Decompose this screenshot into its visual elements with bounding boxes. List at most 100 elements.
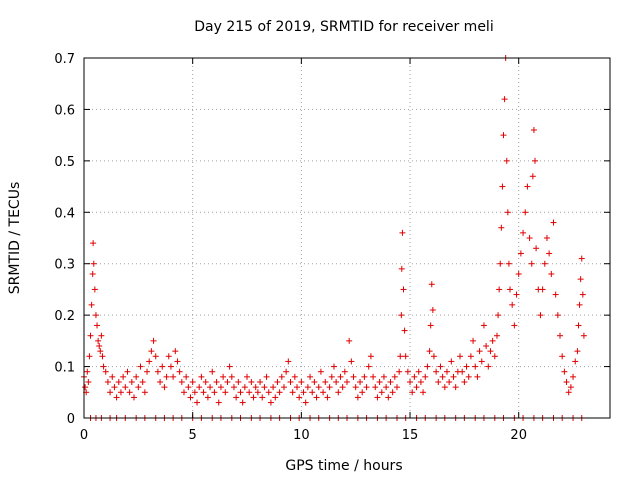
- data-point: [385, 394, 392, 401]
- data-point: [450, 373, 457, 380]
- data-point: [513, 291, 520, 298]
- x-axis-title: GPS time / hours: [285, 458, 402, 474]
- y-tick-label: 0.3: [54, 258, 75, 273]
- data-point: [88, 301, 95, 308]
- data-point: [361, 373, 368, 380]
- data-point: [133, 373, 140, 380]
- data-point: [89, 271, 96, 277]
- data-point: [287, 379, 294, 385]
- data-point: [372, 384, 379, 391]
- data-point: [578, 255, 585, 262]
- data-point: [252, 384, 259, 391]
- plot-frame: [83, 57, 611, 419]
- data-point: [559, 353, 566, 360]
- data-point: [194, 399, 201, 406]
- data-point: [467, 353, 474, 360]
- data-point: [261, 384, 268, 391]
- data-point: [463, 363, 470, 370]
- data-point: [522, 209, 529, 216]
- data-point: [441, 384, 448, 391]
- data-point: [504, 209, 511, 216]
- data-point: [443, 368, 450, 375]
- data-point: [497, 260, 504, 267]
- data-point: [399, 229, 406, 236]
- data-point: [120, 373, 127, 380]
- data-point: [491, 353, 498, 360]
- data-point: [411, 373, 418, 380]
- data-point: [280, 384, 287, 391]
- data-point: [144, 368, 151, 375]
- data-point: [391, 373, 398, 380]
- data-point: [250, 394, 257, 401]
- data-point: [579, 291, 586, 298]
- data-point: [85, 379, 92, 385]
- data-point: [537, 312, 544, 319]
- data-point: [230, 384, 237, 391]
- data-point: [565, 389, 572, 396]
- data-point: [501, 96, 508, 103]
- data-point: [520, 229, 527, 236]
- data-point: [130, 394, 137, 401]
- data-point: [365, 363, 372, 370]
- y-tick-label: 0.4: [54, 206, 75, 221]
- data-point: [198, 373, 205, 380]
- data-point: [398, 265, 405, 272]
- data-point: [254, 389, 261, 396]
- data-point: [378, 389, 385, 396]
- data-point: [239, 399, 246, 406]
- data-point: [448, 358, 455, 365]
- data-point: [189, 379, 196, 385]
- data-point: [428, 281, 435, 288]
- data-point: [577, 276, 584, 283]
- x-tick-labels: 0 5 10 15 20: [80, 428, 527, 443]
- data-point: [82, 384, 89, 391]
- data-point: [387, 379, 394, 385]
- data-point: [341, 368, 348, 375]
- data-point: [215, 399, 222, 406]
- data-point: [430, 353, 437, 360]
- data-point: [472, 363, 479, 370]
- data-point: [161, 384, 168, 391]
- data-point: [548, 271, 555, 277]
- data-point: [348, 358, 355, 365]
- data-point: [415, 368, 422, 375]
- data-point: [499, 183, 506, 190]
- data-point: [557, 332, 564, 339]
- data-point: [330, 363, 337, 370]
- data-point: [400, 286, 407, 293]
- data-point: [413, 384, 420, 391]
- data-point: [350, 373, 357, 380]
- data-point: [476, 348, 483, 355]
- data-point: [91, 286, 98, 293]
- data-point: [374, 394, 381, 401]
- data-point: [389, 389, 396, 396]
- data-point: [383, 384, 390, 391]
- data-point: [572, 358, 579, 365]
- data-point: [322, 379, 329, 385]
- data-point: [404, 368, 411, 375]
- data-point: [291, 373, 298, 380]
- data-point: [485, 363, 492, 370]
- data-point: [539, 286, 546, 293]
- data-point: [311, 379, 318, 385]
- data-point: [283, 368, 290, 375]
- data-point: [96, 343, 103, 349]
- data-point: [437, 363, 444, 370]
- data-point: [200, 389, 207, 396]
- data-point: [489, 337, 496, 344]
- data-point: [150, 337, 157, 344]
- data-point: [543, 235, 550, 241]
- data-point: [226, 363, 233, 370]
- data-point: [159, 363, 166, 370]
- data-point: [465, 373, 472, 380]
- data-point: [217, 384, 224, 391]
- data-point: [478, 358, 485, 365]
- data-point: [380, 373, 387, 380]
- data-point: [396, 368, 403, 375]
- data-point: [446, 379, 453, 385]
- data-point: [126, 389, 133, 396]
- data-point: [220, 373, 227, 380]
- data-point: [94, 322, 101, 329]
- data-point: [420, 389, 427, 396]
- data-point: [363, 384, 370, 391]
